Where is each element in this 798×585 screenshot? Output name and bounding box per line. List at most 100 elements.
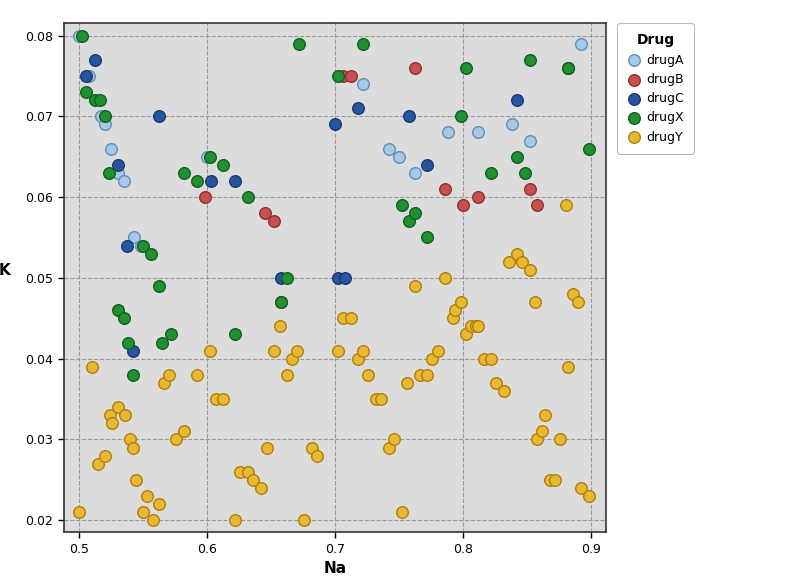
drugC — [511, 95, 523, 105]
drugY — [337, 314, 350, 323]
drugY — [559, 201, 572, 210]
drugX — [79, 87, 92, 97]
drugY — [178, 426, 191, 436]
drugC — [329, 120, 342, 129]
drugY — [516, 257, 528, 266]
drugX — [293, 39, 306, 49]
drugY — [247, 475, 259, 484]
drugY — [567, 290, 579, 299]
drugC — [403, 112, 416, 121]
drugY — [395, 507, 408, 517]
drugB — [267, 216, 280, 226]
drugY — [369, 394, 382, 404]
drugY — [472, 322, 485, 331]
drugX — [127, 370, 140, 380]
drugY — [523, 265, 536, 274]
drugY — [191, 370, 203, 380]
drugX — [408, 209, 421, 218]
drugY — [454, 297, 467, 307]
drugY — [344, 314, 357, 323]
drugY — [477, 354, 490, 363]
drugY — [242, 467, 255, 476]
drugY — [469, 322, 482, 331]
drugA — [357, 80, 369, 89]
drugX — [88, 95, 101, 105]
drugY — [528, 297, 541, 307]
drugC — [331, 273, 344, 283]
drugY — [536, 426, 549, 436]
drugY — [408, 281, 421, 291]
drugY — [572, 297, 585, 307]
drugY — [285, 354, 298, 363]
drugY — [439, 273, 452, 283]
drugX — [242, 192, 255, 202]
drugB — [344, 71, 357, 81]
drugY — [401, 378, 413, 388]
drugY — [170, 435, 183, 444]
drugB — [439, 184, 452, 194]
drugY — [357, 346, 369, 355]
drugY — [73, 507, 85, 517]
drugX — [156, 338, 168, 347]
drugX — [102, 168, 115, 177]
drugC — [421, 160, 433, 170]
drugY — [234, 467, 247, 476]
drugY — [554, 435, 567, 444]
drugX — [395, 201, 408, 210]
drugY — [106, 419, 119, 428]
drugB — [408, 63, 421, 73]
drugB — [531, 201, 543, 210]
drugY — [255, 483, 267, 493]
drugY — [104, 411, 117, 420]
drugY — [140, 491, 153, 501]
drugY — [92, 459, 105, 469]
drugA — [134, 241, 147, 250]
drugY — [562, 362, 575, 371]
drugX — [191, 176, 203, 185]
drugB — [456, 201, 469, 210]
drugY — [426, 354, 439, 363]
drugX — [331, 71, 344, 81]
X-axis label: Na: Na — [324, 562, 346, 576]
drugX — [454, 112, 467, 121]
drugY — [498, 386, 511, 395]
drugC — [88, 55, 101, 64]
drugY — [503, 257, 516, 266]
drugX — [136, 241, 149, 250]
drugB — [259, 209, 271, 218]
drugX — [75, 31, 88, 40]
drugY — [124, 435, 136, 444]
drugC — [111, 160, 124, 170]
drugA — [382, 144, 395, 153]
drugX — [216, 160, 229, 170]
drugY — [382, 443, 395, 452]
drugB — [523, 184, 536, 194]
drugY — [129, 475, 142, 484]
drugA — [201, 152, 214, 161]
drugX — [562, 63, 575, 73]
drugA — [505, 120, 518, 129]
drugY — [280, 370, 293, 380]
drugX — [280, 273, 293, 283]
drugY — [98, 451, 111, 460]
drugY — [352, 354, 365, 363]
drugY — [216, 394, 229, 404]
drugX — [111, 305, 124, 315]
drugC — [339, 273, 352, 283]
drugY — [85, 362, 98, 371]
drugA — [441, 128, 454, 137]
drugA — [523, 136, 536, 145]
drugY — [210, 394, 223, 404]
drugY — [311, 451, 324, 460]
drugY — [449, 305, 462, 315]
drugC — [275, 273, 288, 283]
drugC — [120, 241, 133, 250]
drugY — [157, 378, 170, 388]
drugA — [111, 168, 124, 177]
drugY — [539, 411, 551, 420]
drugA — [83, 71, 96, 81]
drugY — [549, 475, 562, 484]
drugY — [298, 515, 311, 525]
drugX — [460, 63, 472, 73]
drugY — [290, 346, 303, 355]
